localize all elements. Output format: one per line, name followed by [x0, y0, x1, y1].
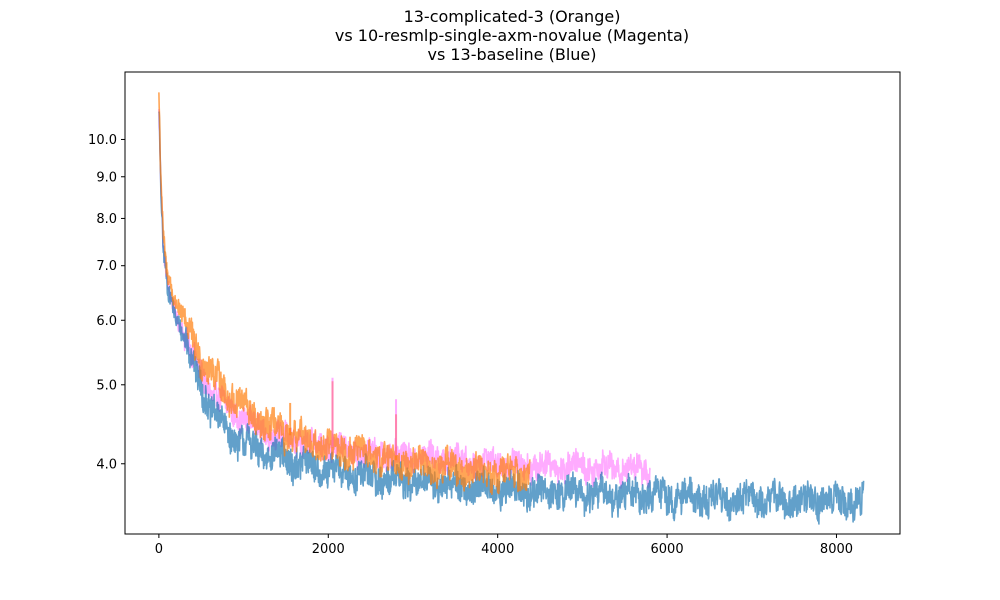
series-layer — [159, 92, 864, 524]
x-tick-label: 6000 — [651, 542, 684, 557]
y-tick-label: 9.0 — [96, 170, 117, 185]
chart-title: 13-complicated-3 (Orange)vs 10-resmlp-si… — [335, 7, 689, 64]
title-line-3: vs 13-baseline (Blue) — [427, 45, 596, 64]
x-tick-label: 4000 — [481, 542, 514, 557]
y-tick-label: 5.0 — [96, 378, 117, 393]
x-tick-label: 8000 — [820, 542, 853, 557]
y-tick-label: 7.0 — [96, 259, 117, 274]
x-axis: 0 2000 4000 6000 8000 — [155, 534, 853, 557]
y-axis: 4.0 5.0 6.0 7.0 8.0 9.0 10.0 — [88, 133, 125, 472]
y-tick-label: 8.0 — [96, 212, 117, 227]
x-tick-label: 0 — [155, 542, 163, 557]
title-line-1: 13-complicated-3 (Orange) — [404, 7, 621, 26]
title-line-2: vs 10-resmlp-single-axm-novalue (Magenta… — [335, 26, 689, 45]
x-tick-label: 2000 — [312, 542, 345, 557]
y-tick-label: 4.0 — [96, 457, 117, 472]
y-tick-label: 10.0 — [88, 133, 117, 148]
y-tick-label: 6.0 — [96, 314, 117, 329]
plot-area — [159, 92, 864, 524]
series-line-3 — [159, 92, 530, 494]
